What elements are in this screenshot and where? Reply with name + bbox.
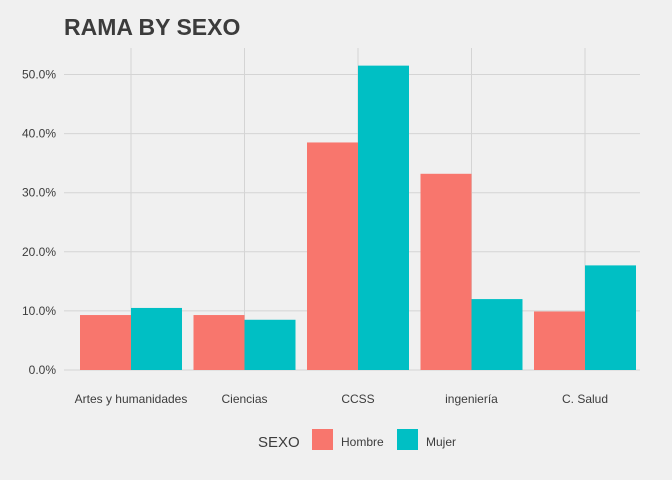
y-tick-label: 30.0% bbox=[22, 186, 56, 200]
x-tick-label: C. Salud bbox=[562, 392, 608, 406]
bar-hombre bbox=[80, 315, 131, 370]
x-tick-label: Ciencias bbox=[221, 392, 267, 406]
bar-hombre bbox=[307, 142, 358, 370]
y-tick-label: 20.0% bbox=[22, 245, 56, 259]
bar-mujer bbox=[585, 265, 636, 370]
legend-label: Hombre bbox=[341, 435, 384, 449]
y-tick-label: 0.0% bbox=[29, 363, 57, 377]
y-tick-label: 50.0% bbox=[22, 68, 56, 82]
chart-title: RAMA BY SEXO bbox=[64, 14, 241, 40]
x-tick-label: CCSS bbox=[341, 392, 374, 406]
bar-hombre bbox=[193, 315, 245, 370]
bar-mujer bbox=[244, 319, 296, 370]
x-tick-label: Artes y humanidades bbox=[75, 392, 188, 406]
legend-title: SEXO bbox=[258, 434, 300, 451]
y-tick-label: 10.0% bbox=[22, 304, 56, 318]
legend-key-hombre bbox=[312, 429, 333, 450]
bar-hombre bbox=[420, 173, 472, 370]
bar-mujer bbox=[358, 65, 409, 370]
bar-mujer bbox=[131, 307, 182, 370]
bar-mujer bbox=[471, 299, 523, 370]
y-tick-label: 40.0% bbox=[22, 127, 56, 141]
x-tick-label: ingeniería bbox=[445, 392, 498, 406]
legend-label: Mujer bbox=[426, 435, 456, 449]
legend-key-mujer bbox=[397, 429, 418, 450]
bar-hombre bbox=[534, 311, 585, 370]
